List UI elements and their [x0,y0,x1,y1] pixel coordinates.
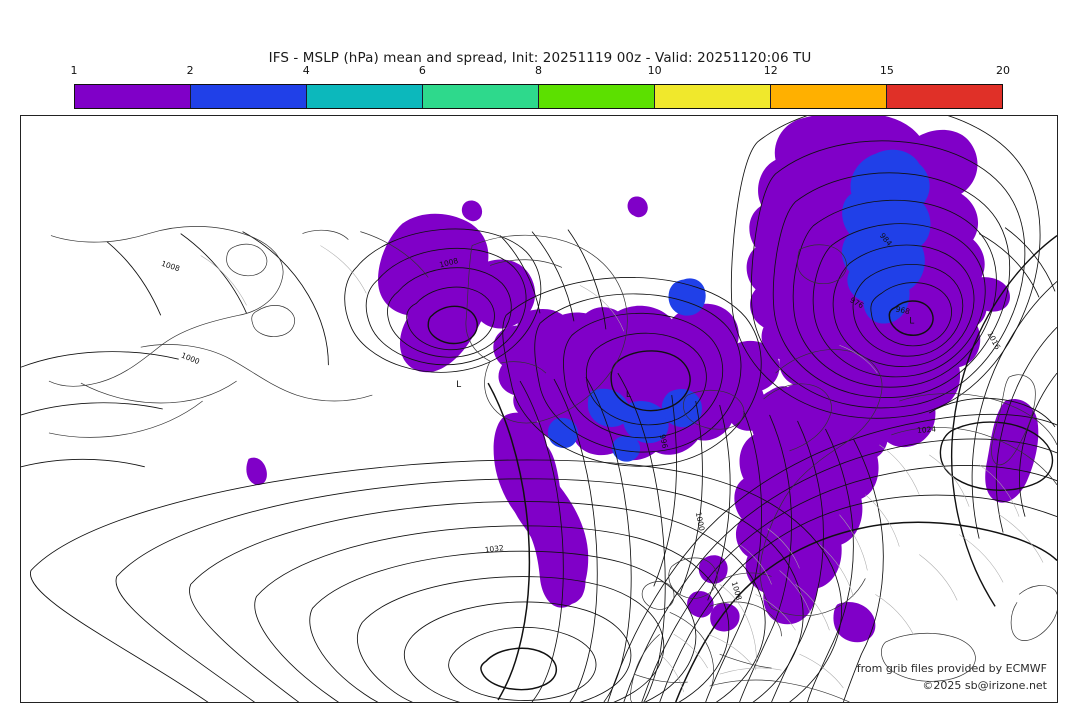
colorbar-band-4-6 [307,85,423,108]
svg-text:L: L [626,390,631,400]
contour-labels: 1032 1024 1016 1008 1008 1000 996 1000 1… [160,231,1002,601]
map-panel[interactable]: 1032 1024 1016 1008 1008 1000 996 1000 1… [20,115,1058,703]
mslp-spread-map: 1032 1024 1016 1008 1008 1000 996 1000 1… [21,116,1057,702]
colorbar-tick-4: 4 [302,64,310,77]
page-title: IFS - MSLP (hPa) mean and spread, Init: … [268,50,812,66]
colorbar-gradient [74,84,1003,109]
mslp-isobars [21,116,1057,702]
colorbar-tick-20: 20 [996,64,1010,77]
pressure-centres: L L L [456,316,914,400]
svg-text:1000: 1000 [694,511,707,532]
colorbar-legend: 1 2 4 6 8 10 12 15 20 [71,64,1010,109]
colorbar-tick-labels: 1 2 4 6 8 10 12 15 20 [70,64,1011,82]
svg-text:1000: 1000 [180,351,201,367]
country-borders [200,245,1044,693]
colorbar-tick-6: 6 [418,64,426,77]
coastlines [48,226,1057,702]
svg-text:996: 996 [658,433,670,449]
colorbar-tick-15: 15 [879,64,894,77]
spread-shading-2-4 [547,149,931,462]
svg-text:1008: 1008 [160,259,181,273]
svg-text:L: L [456,380,461,390]
colorbar-band-6-8 [423,85,539,108]
svg-text:1008: 1008 [730,580,744,601]
colorbar-band-2-4 [191,85,307,108]
colorbar-tick-2: 2 [186,64,194,77]
svg-text:1024: 1024 [917,425,937,435]
colorbar-band-8-10 [539,85,655,108]
colorbar-band-15-20 [887,85,1002,108]
colorbar-tick-10: 10 [647,64,662,77]
svg-text:L: L [909,316,914,326]
colorbar-band-10-12 [655,85,771,108]
svg-text:968: 968 [895,304,911,316]
colorbar-tick-12: 12 [763,64,778,77]
colorbar-tick-1: 1 [70,64,78,77]
colorbar-band-1-2 [75,85,191,108]
svg-text:1008: 1008 [438,256,459,269]
colorbar-band-12-15 [771,85,887,108]
svg-text:1032: 1032 [484,543,504,554]
colorbar-tick-8: 8 [535,64,542,77]
